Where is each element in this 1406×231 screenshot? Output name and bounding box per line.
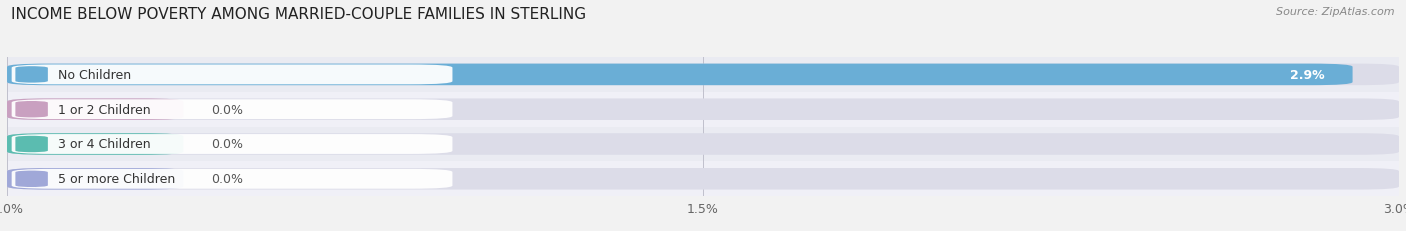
Text: INCOME BELOW POVERTY AMONG MARRIED-COUPLE FAMILIES IN STERLING: INCOME BELOW POVERTY AMONG MARRIED-COUPL… [11, 7, 586, 22]
Text: 0.0%: 0.0% [211, 173, 243, 185]
FancyBboxPatch shape [7, 99, 183, 121]
Bar [7, 92, 1399, 127]
FancyBboxPatch shape [7, 168, 1399, 190]
FancyBboxPatch shape [11, 169, 453, 189]
FancyBboxPatch shape [7, 168, 183, 190]
Bar [7, 58, 1399, 92]
FancyBboxPatch shape [11, 100, 453, 120]
Text: 0.0%: 0.0% [211, 103, 243, 116]
FancyBboxPatch shape [11, 65, 453, 85]
FancyBboxPatch shape [15, 67, 48, 83]
Text: No Children: No Children [58, 69, 131, 82]
FancyBboxPatch shape [7, 134, 1399, 155]
FancyBboxPatch shape [7, 99, 1399, 121]
Text: 3 or 4 Children: 3 or 4 Children [58, 138, 150, 151]
Bar [7, 127, 1399, 162]
Text: 1 or 2 Children: 1 or 2 Children [58, 103, 150, 116]
FancyBboxPatch shape [7, 64, 1399, 86]
FancyBboxPatch shape [7, 134, 183, 155]
Text: 2.9%: 2.9% [1291, 69, 1324, 82]
FancyBboxPatch shape [11, 134, 453, 154]
Bar [7, 162, 1399, 196]
FancyBboxPatch shape [15, 136, 48, 153]
Text: Source: ZipAtlas.com: Source: ZipAtlas.com [1277, 7, 1395, 17]
FancyBboxPatch shape [15, 171, 48, 187]
Text: 5 or more Children: 5 or more Children [58, 173, 176, 185]
FancyBboxPatch shape [7, 64, 1353, 86]
Text: 0.0%: 0.0% [211, 138, 243, 151]
FancyBboxPatch shape [15, 101, 48, 118]
